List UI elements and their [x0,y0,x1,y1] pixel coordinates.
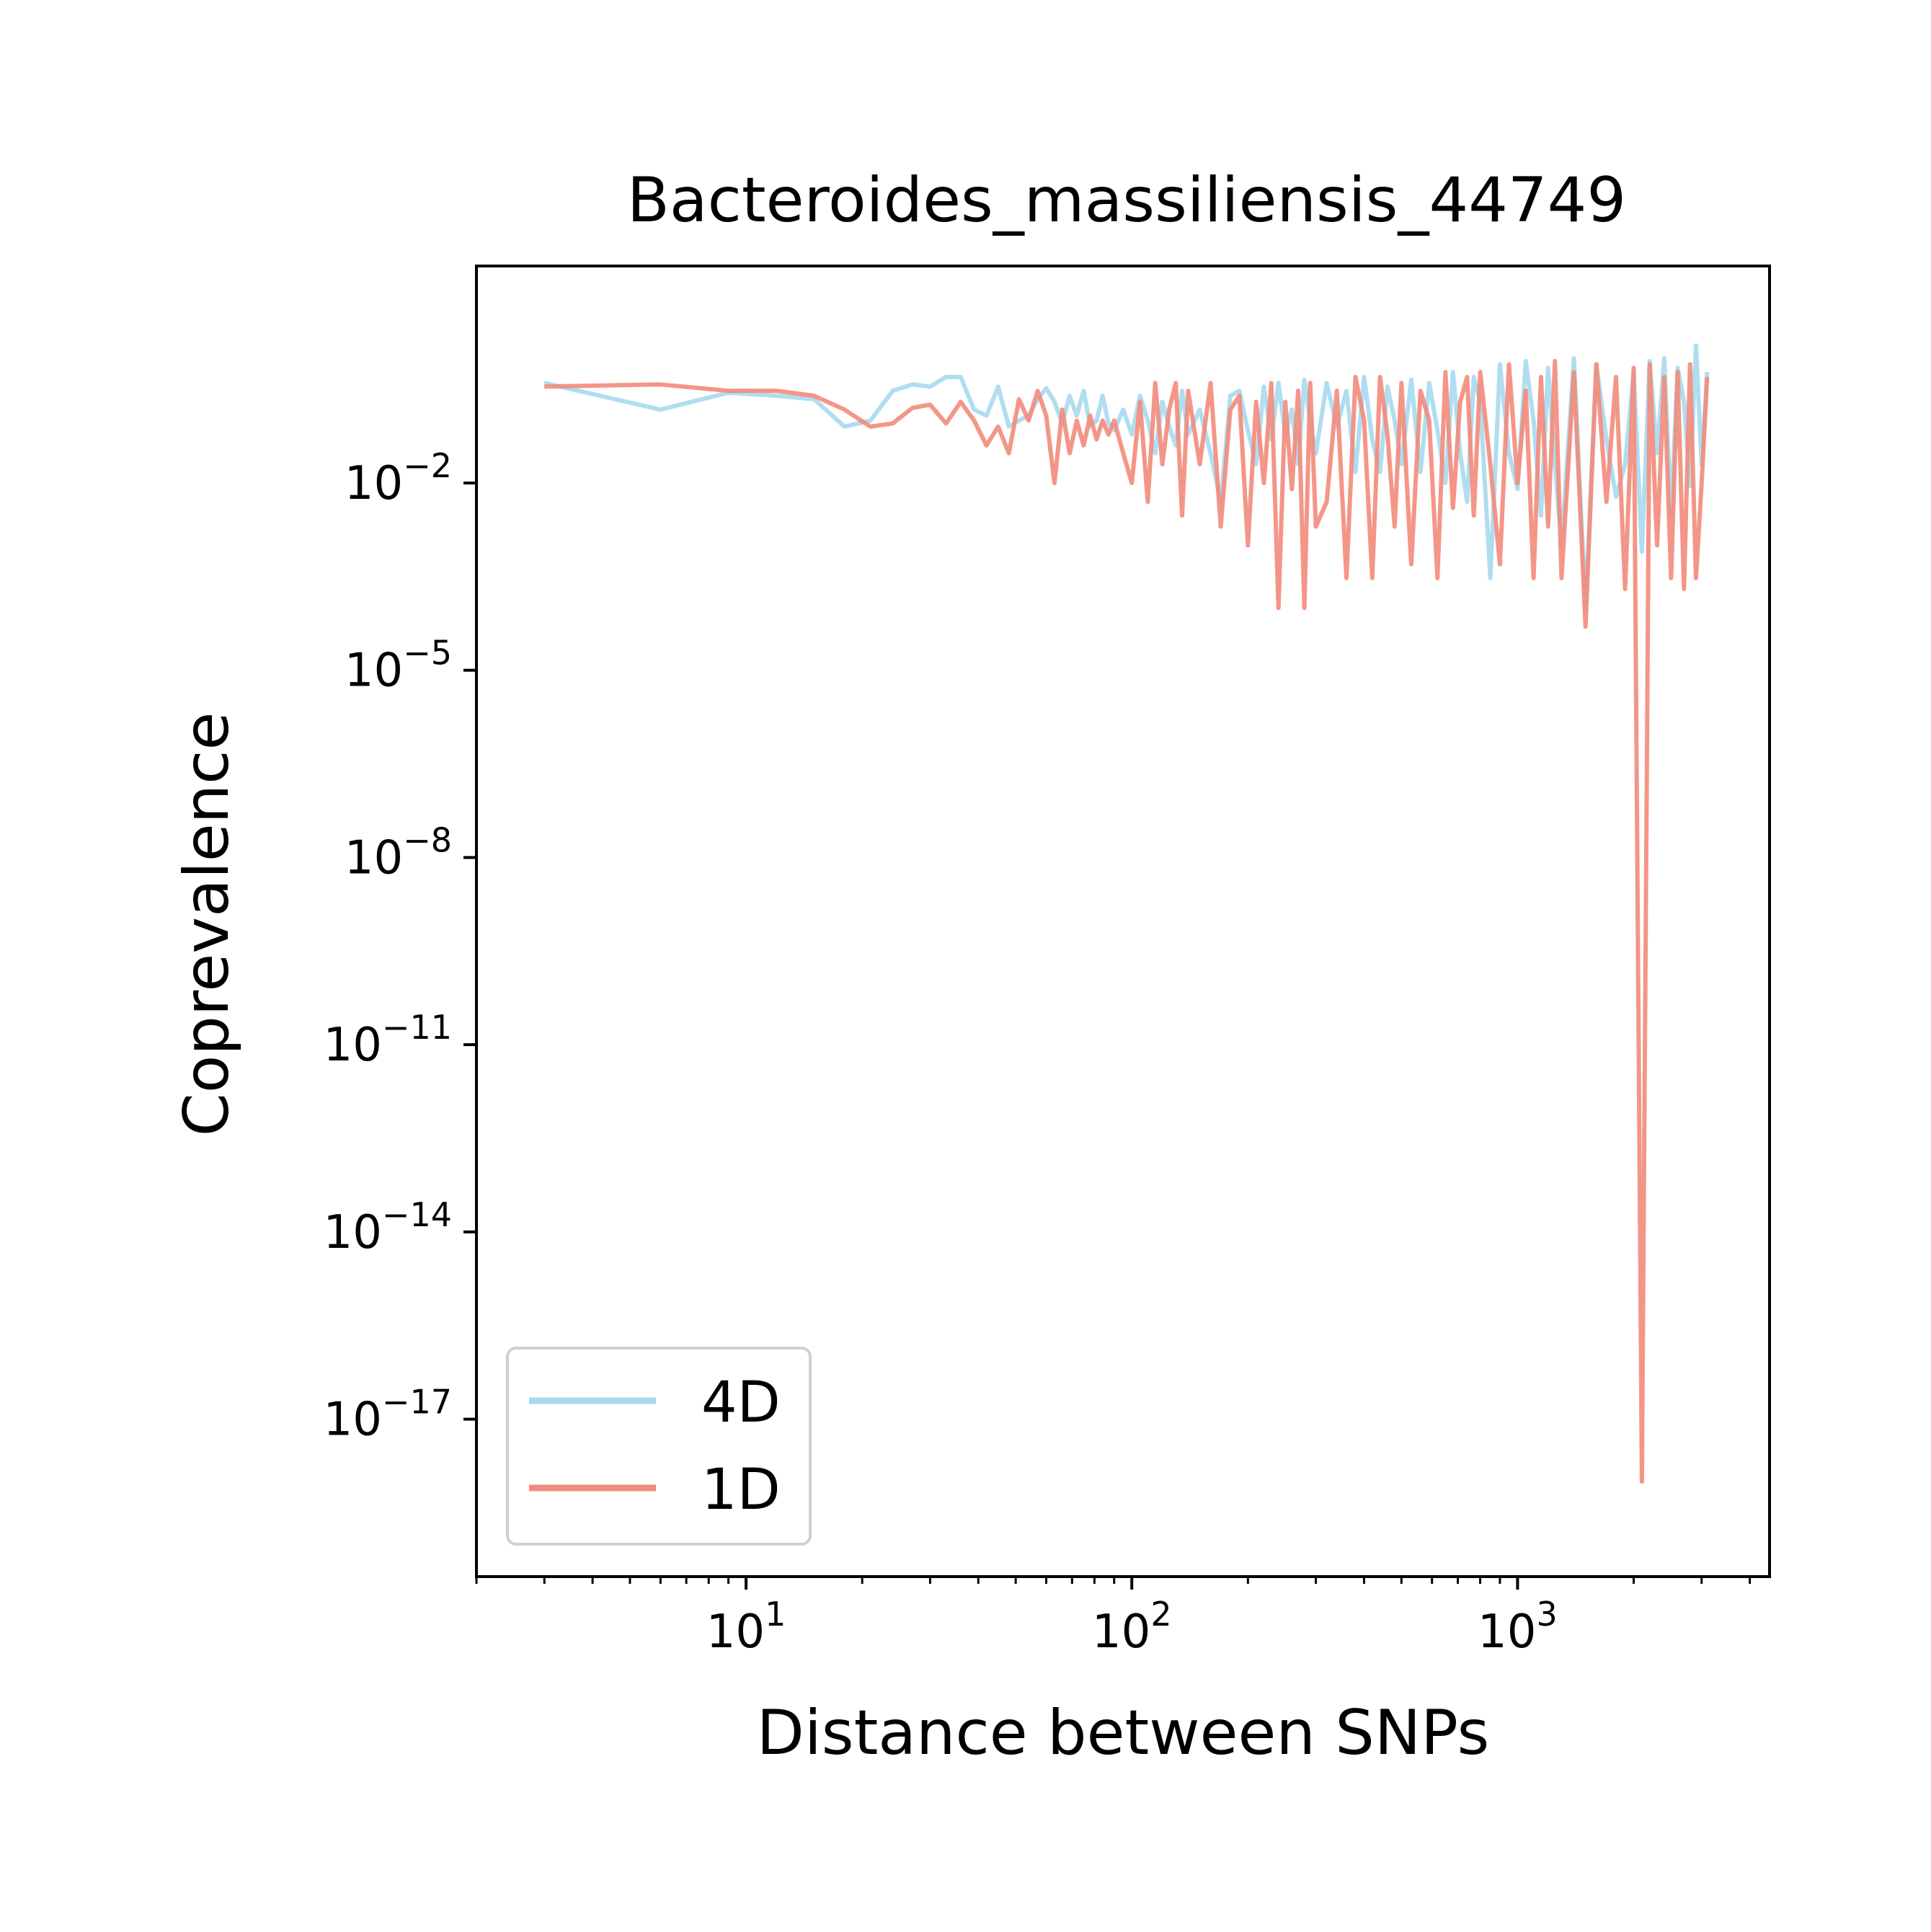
series-layer [543,343,1710,1484]
x-tick-label: 102 [1092,1595,1172,1659]
y-tick-label: 10−5 [345,634,452,698]
y-tick-label: 10−14 [323,1195,452,1259]
plot-area-frame [475,265,1771,1578]
x-tick-label: 101 [706,1595,786,1659]
series-line-1d [544,358,1710,1484]
y-axis-label: Coprevalence [171,712,243,1137]
legend-label-1d: 1D [701,1458,781,1523]
legend: 4D 1D [506,1347,812,1546]
x-tick-label: 103 [1478,1595,1558,1659]
y-tick-label: 10−17 [323,1383,452,1447]
y-tick-label: 10−11 [323,1008,452,1072]
chart-title: Bacteroides_massiliensis_44749 [627,164,1626,236]
legend-label-4d: 4D [701,1370,781,1435]
y-tick-label: 10−2 [345,446,452,510]
legend-box [506,1347,812,1546]
y-tick-label: 10−8 [345,820,452,885]
axes-layer: 101 102 103 10−2 10−5 10−8 10−11 10−14 10−17 [323,446,1752,1659]
x-axis-label: Distance between SNPs [757,1697,1490,1769]
